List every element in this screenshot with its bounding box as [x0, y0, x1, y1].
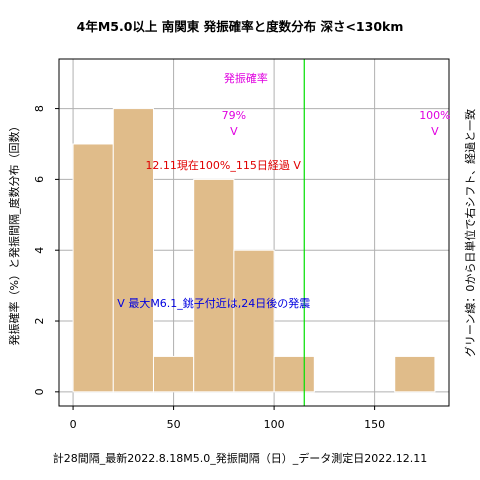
y-axis-label-right: グリーン線：0から日単位で右シフト、経過と一致 — [464, 108, 477, 357]
annotation-text: 79% — [222, 109, 246, 122]
x-tick-label: 150 — [364, 418, 385, 431]
y-tick-label: 0 — [33, 388, 46, 395]
chart-title: 4年M5.0以上 南関東 発振確率と度数分布 深さ<130km — [76, 19, 404, 34]
y-tick-label: 4 — [33, 247, 46, 254]
y-tick-label: 6 — [33, 176, 46, 183]
histogram-bar — [112, 108, 154, 393]
x-tick-label: 50 — [167, 418, 181, 431]
y-tick-label: 8 — [33, 105, 46, 112]
plot-frame — [58, 58, 450, 407]
x-axis-label: 計28間隔_最新2022.8.18M5.0_発振間隔（日）_データ測定日2022… — [52, 452, 428, 465]
histogram-bar — [193, 178, 235, 393]
y-tick-label: 2 — [33, 318, 46, 325]
annotation-text: 12.11現在100%_115日経過 V — [145, 159, 301, 172]
x-tick-label: 100 — [264, 418, 285, 431]
histogram-bar — [72, 143, 114, 393]
annotation-text: 発振確率 — [224, 71, 268, 85]
y-axis-label-left: 発振確率（%）と発振間隔_度数分布（回数） — [8, 120, 21, 345]
histogram-bar — [394, 355, 436, 393]
annotation-text: V — [431, 125, 439, 138]
annotation-text: 100% — [419, 109, 450, 122]
x-tick-label: 0 — [70, 418, 77, 431]
histogram-bar — [233, 249, 275, 393]
annotation-text: V 最大M6.1_銚子付近は,24日後の発震 — [117, 296, 310, 310]
annotation-text: V — [230, 125, 238, 138]
histogram-bar — [273, 355, 315, 393]
histogram-bar — [152, 355, 195, 393]
